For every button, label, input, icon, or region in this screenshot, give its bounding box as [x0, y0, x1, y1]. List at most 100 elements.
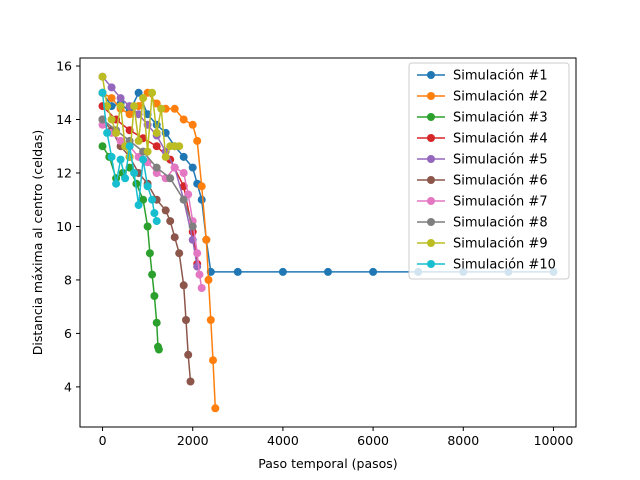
series-5-point	[193, 262, 202, 271]
series-3-point	[154, 345, 163, 354]
series-3-point	[98, 142, 107, 151]
legend-label: Simulación #6	[453, 174, 548, 189]
series-9-point	[107, 115, 116, 124]
series-2-point	[125, 110, 134, 119]
series-9-point	[134, 136, 143, 145]
legend-marker	[427, 113, 435, 121]
legend-label: Simulación #4	[453, 132, 548, 147]
legend-entry: Simulación #9	[417, 237, 548, 252]
series-8-point	[188, 222, 197, 231]
series-2-point	[107, 94, 116, 103]
legend-label: Simulación #9	[453, 237, 548, 252]
series-9-point	[98, 72, 107, 81]
legend-marker	[427, 92, 435, 100]
legend-label: Simulación #3	[453, 111, 548, 126]
series-3-point	[132, 179, 141, 188]
series-2-point	[206, 316, 215, 324]
series-9-point	[175, 142, 184, 151]
series-10	[98, 88, 161, 226]
y-axis-label: Distancia máxima al centro (celdas)	[30, 130, 45, 355]
series-1-point	[233, 267, 242, 276]
legend-marker	[427, 71, 435, 79]
legend-label: Simulación #1	[453, 69, 548, 84]
y-tick-label: 12	[56, 165, 72, 180]
legend-entry: Simulación #4	[417, 132, 548, 147]
series-1-point	[197, 195, 206, 204]
series-4-point	[152, 142, 161, 151]
y-tick-label: 8	[64, 272, 72, 287]
series-7-point	[170, 163, 179, 172]
series-2-point	[193, 136, 202, 145]
legend-entry: Simulación #2	[417, 90, 548, 105]
series-2-point	[204, 275, 213, 284]
y-tick-label: 6	[64, 326, 72, 341]
series-7-point	[116, 136, 125, 145]
x-tick-label: 6000	[357, 433, 389, 448]
series-8-point	[166, 174, 175, 183]
x-tick-label: 2000	[177, 433, 209, 448]
series-3-point	[145, 249, 154, 258]
series-7-point	[193, 249, 202, 258]
x-axis-ticks: 0 2000 4000 6000 8000 10000	[99, 427, 574, 448]
series-10-point	[107, 152, 116, 161]
series-2-point	[179, 115, 188, 124]
legend-label: Simulación #8	[453, 216, 548, 231]
series-9-point	[161, 152, 170, 161]
series-9-point	[143, 147, 152, 156]
series-8-point	[98, 115, 107, 124]
series-10-point	[152, 217, 161, 226]
series-2-point	[197, 182, 206, 191]
series-10-point	[139, 155, 148, 164]
series-1-point	[179, 152, 188, 161]
legend-marker	[427, 239, 435, 247]
series-1-point	[134, 88, 143, 97]
series-2-point	[170, 104, 179, 113]
y-tick-label: 14	[56, 112, 72, 127]
series-10-point	[121, 174, 130, 183]
series-9-point	[157, 104, 166, 113]
legend-entry: Simulación #1	[417, 69, 548, 84]
legend-label: Simulación #5	[453, 153, 548, 168]
series-6-point	[182, 316, 190, 324]
series-7-point	[179, 169, 188, 177]
y-tick-label: 4	[64, 379, 72, 394]
series-7-point	[195, 270, 204, 279]
legend-label: Simulación #7	[453, 195, 548, 210]
y-tick-label: 16	[56, 59, 72, 74]
series-6-point	[170, 233, 179, 242]
legend-entry: Simulación #7	[417, 195, 548, 210]
series-10-point	[148, 195, 157, 204]
legend-marker	[427, 197, 435, 205]
series-10-point	[134, 201, 143, 210]
series-6-point	[186, 377, 195, 386]
legend-entry: Simulación #6	[417, 174, 548, 189]
series-10-point	[125, 142, 134, 151]
legend-label: Simulación #10	[453, 258, 556, 273]
series-1-point	[369, 267, 378, 276]
series-8-point	[179, 195, 188, 204]
series-6-point	[161, 206, 170, 215]
series-3-point	[143, 222, 152, 231]
y-axis-ticks: 4 6 8 10 12 14 16	[56, 59, 80, 394]
series-2-point	[209, 356, 217, 365]
plot-series-group	[98, 72, 558, 413]
x-tick-label: 10000	[534, 433, 574, 448]
legend-label: Simulación #2	[453, 90, 548, 105]
series-9-point	[148, 88, 157, 97]
x-tick-label: 0	[99, 433, 107, 448]
series-5-point	[116, 94, 125, 103]
series-6-point	[179, 281, 188, 290]
series-3-point	[152, 318, 161, 327]
legend-marker	[427, 218, 435, 226]
x-tick-label: 8000	[447, 433, 479, 448]
series-2-point	[202, 235, 211, 244]
series-10-point	[130, 169, 139, 177]
series-9-point	[130, 102, 139, 111]
series-6-point	[175, 249, 184, 258]
legend-entry: Simulación #5	[417, 153, 548, 168]
series-9-point	[103, 102, 112, 111]
legend-box	[408, 62, 570, 280]
series-9-point	[112, 128, 121, 137]
series-7-point	[184, 190, 193, 199]
